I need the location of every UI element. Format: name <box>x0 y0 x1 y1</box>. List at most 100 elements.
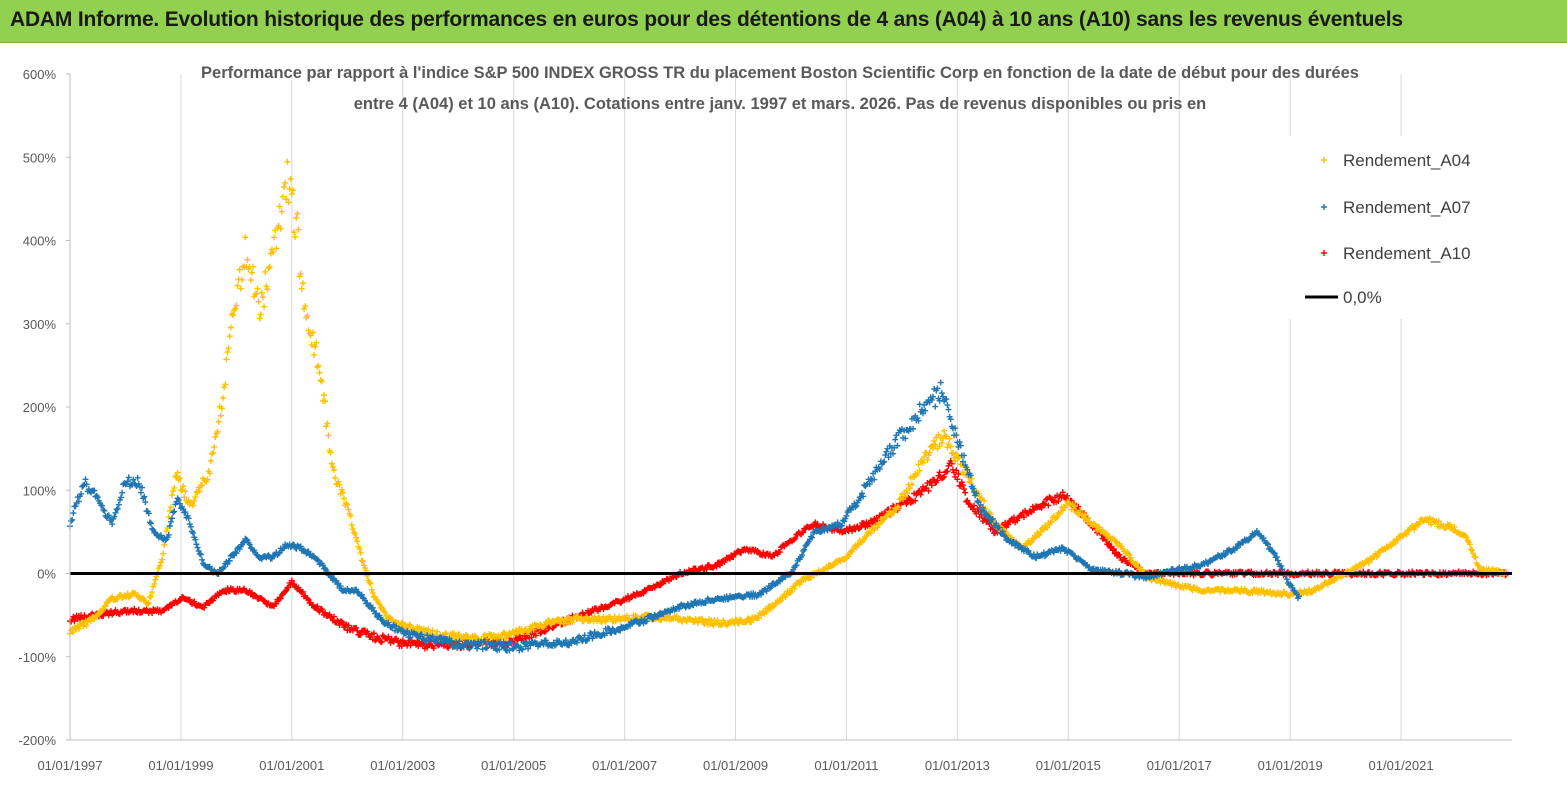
data-point <box>800 548 807 555</box>
data-point <box>429 633 436 640</box>
data-point <box>82 476 89 483</box>
data-point <box>367 580 374 587</box>
chart-title-line1: Performance par rapport à l'indice S&P 5… <box>201 64 1359 82</box>
data-point <box>406 621 413 628</box>
data-point <box>142 499 149 506</box>
data-point <box>891 444 898 451</box>
data-point <box>957 442 964 449</box>
data-point <box>1059 489 1066 496</box>
data-point <box>344 501 351 508</box>
data-point <box>542 627 549 634</box>
data-point <box>347 512 354 519</box>
data-point <box>1428 521 1435 528</box>
data-point <box>906 485 913 492</box>
data-point <box>407 634 414 641</box>
legend-label: Rendement_A10 <box>1343 244 1471 263</box>
data-point <box>325 432 332 439</box>
data-point <box>542 637 549 644</box>
y-tick-label: 100% <box>23 483 57 498</box>
data-point <box>569 619 576 626</box>
data-point <box>1014 517 1021 524</box>
data-point <box>429 627 436 634</box>
data-point <box>78 490 85 497</box>
data-point <box>176 597 183 604</box>
data-point <box>257 311 264 318</box>
data-point <box>903 487 910 494</box>
data-point <box>269 249 276 256</box>
data-point <box>256 315 263 322</box>
data-point <box>176 475 183 482</box>
data-point <box>147 520 154 527</box>
data-point <box>434 628 441 635</box>
y-tick-label: 600% <box>23 67 57 82</box>
data-point <box>282 179 289 186</box>
data-point <box>236 266 243 273</box>
data-point <box>353 534 360 541</box>
data-point <box>221 564 228 571</box>
data-point <box>1411 526 1418 533</box>
data-point <box>996 524 1003 531</box>
data-point <box>159 556 166 563</box>
data-point <box>510 631 517 638</box>
data-point <box>167 518 174 525</box>
x-tick-label: 01/01/2003 <box>370 758 435 773</box>
data-point <box>173 473 180 480</box>
data-point <box>258 289 265 296</box>
data-point <box>506 647 513 654</box>
data-point <box>124 478 131 485</box>
data-point <box>1189 587 1196 594</box>
data-point <box>385 633 392 640</box>
data-point <box>999 528 1006 535</box>
data-point <box>160 550 167 557</box>
data-point <box>190 502 197 509</box>
data-point <box>1048 518 1055 525</box>
data-point <box>275 550 282 557</box>
data-point <box>169 515 176 522</box>
chart-area: 01/01/1997 01/01/1999 01/01/2001 01/01/2003… <box>0 43 1567 790</box>
data-point <box>1466 541 1473 548</box>
y-tick-label: 500% <box>23 150 57 165</box>
data-point <box>421 637 428 644</box>
data-point <box>376 601 383 608</box>
x-tick-label: 01/01/2017 <box>1147 758 1212 773</box>
data-point <box>931 437 938 444</box>
data-point <box>105 512 112 519</box>
data-point <box>882 452 889 459</box>
data-point <box>862 533 869 540</box>
data-point <box>1414 522 1421 529</box>
data-point <box>703 566 710 573</box>
data-point <box>902 493 909 500</box>
data-point <box>332 474 339 481</box>
data-point <box>118 494 125 501</box>
data-point <box>500 639 507 646</box>
data-point <box>211 443 218 450</box>
data-point <box>1463 534 1470 541</box>
data-point <box>1274 557 1281 564</box>
data-point <box>845 553 852 560</box>
data-point <box>151 580 158 587</box>
data-point <box>80 482 87 489</box>
data-point <box>508 640 515 647</box>
data-point <box>237 285 244 292</box>
data-point <box>609 625 616 632</box>
data-point <box>91 487 98 494</box>
data-point <box>866 481 873 488</box>
data-point <box>640 590 647 597</box>
data-point <box>214 428 221 435</box>
data-point <box>145 599 152 606</box>
legend-label: 0,0% <box>1343 288 1382 307</box>
data-point <box>934 477 941 484</box>
data-point <box>941 473 948 480</box>
data-point <box>925 487 932 494</box>
data-point <box>562 637 569 644</box>
data-point <box>492 645 499 652</box>
data-point <box>809 534 816 541</box>
data-point <box>185 515 192 522</box>
data-point <box>875 520 882 527</box>
data-point <box>222 381 229 388</box>
data-point <box>484 644 491 651</box>
data-point <box>675 605 682 612</box>
data-point <box>856 524 863 531</box>
data-point <box>81 612 88 619</box>
data-point <box>242 234 249 241</box>
